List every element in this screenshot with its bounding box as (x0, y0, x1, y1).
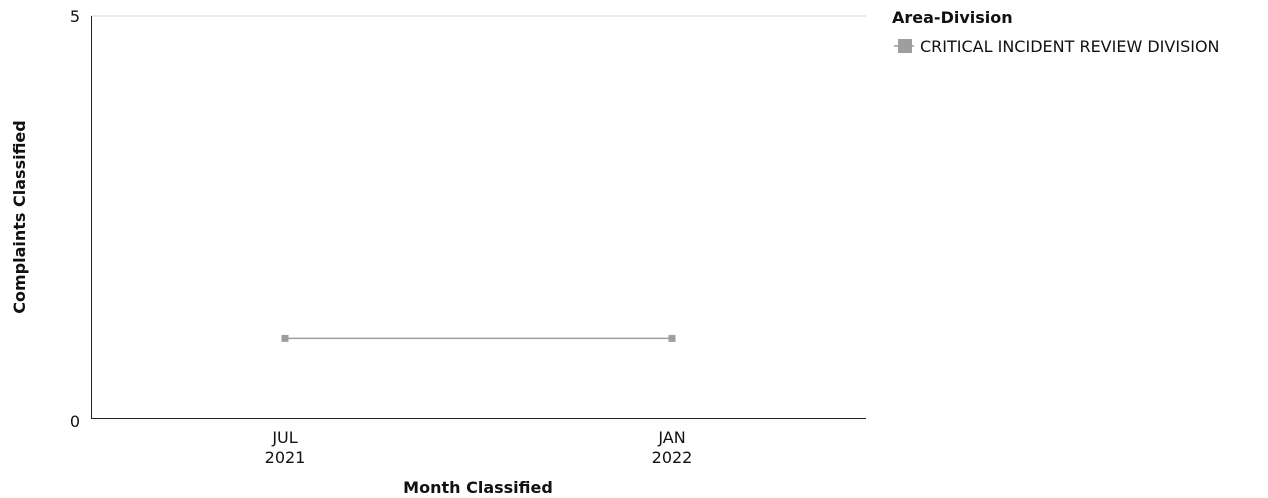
y-tick-label-min: 0 (70, 412, 80, 431)
x-tick-label-jan-2022-month: JAN (657, 428, 685, 447)
legend-item-critical-incident-review-division[interactable]: CRITICAL INCIDENT REVIEW DIVISION (894, 37, 1220, 56)
x-tick-label-jul-2021-year: 2021 (265, 448, 306, 467)
legend-item-label: CRITICAL INCIDENT REVIEW DIVISION (920, 37, 1220, 56)
x-axis-title: Month Classified (403, 478, 553, 497)
series-layer (281, 334, 676, 342)
legend-square-marker-icon (898, 39, 912, 53)
legend-title: Area-Division (892, 8, 1013, 27)
data-point-marker-1[interactable] (668, 334, 676, 342)
y-axis-title: Complaints Classified (10, 120, 29, 313)
y-tick-label-max: 5 (70, 7, 80, 26)
x-tick-label-jan-2022-year: 2022 (652, 448, 693, 467)
data-point-marker-0[interactable] (281, 334, 289, 342)
x-tick-label-jul-2021-month: JUL (271, 428, 297, 447)
